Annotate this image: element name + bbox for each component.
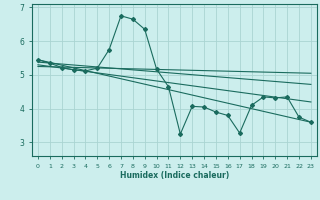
X-axis label: Humidex (Indice chaleur): Humidex (Indice chaleur) (120, 171, 229, 180)
